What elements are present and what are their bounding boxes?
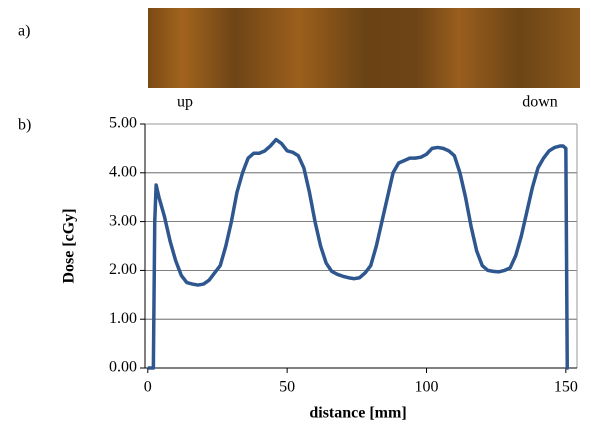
- y-tick-label: 3.00: [109, 212, 137, 229]
- x-tick-label: 0: [144, 379, 152, 396]
- film-strip: [148, 8, 580, 88]
- y-tick-label: 5.00: [109, 115, 137, 132]
- y-tick-label: 0.00: [109, 359, 137, 376]
- data-line: [147, 137, 569, 370]
- panel-label: b): [18, 117, 31, 134]
- film-label: up: [177, 94, 193, 111]
- film-label: down: [522, 94, 558, 111]
- y-tick-label: 4.00: [109, 163, 137, 180]
- x-tick-label: 50: [279, 379, 295, 396]
- panel-label: a): [18, 23, 30, 40]
- x-axis-title: distance [mm]: [309, 405, 406, 422]
- y-tick-label: 1.00: [109, 310, 137, 327]
- y-axis-title: Dose [cGy]: [61, 208, 78, 283]
- x-tick-label: 100: [414, 379, 438, 396]
- x-tick-label: 150: [554, 379, 578, 396]
- y-tick-label: 2.00: [109, 261, 137, 278]
